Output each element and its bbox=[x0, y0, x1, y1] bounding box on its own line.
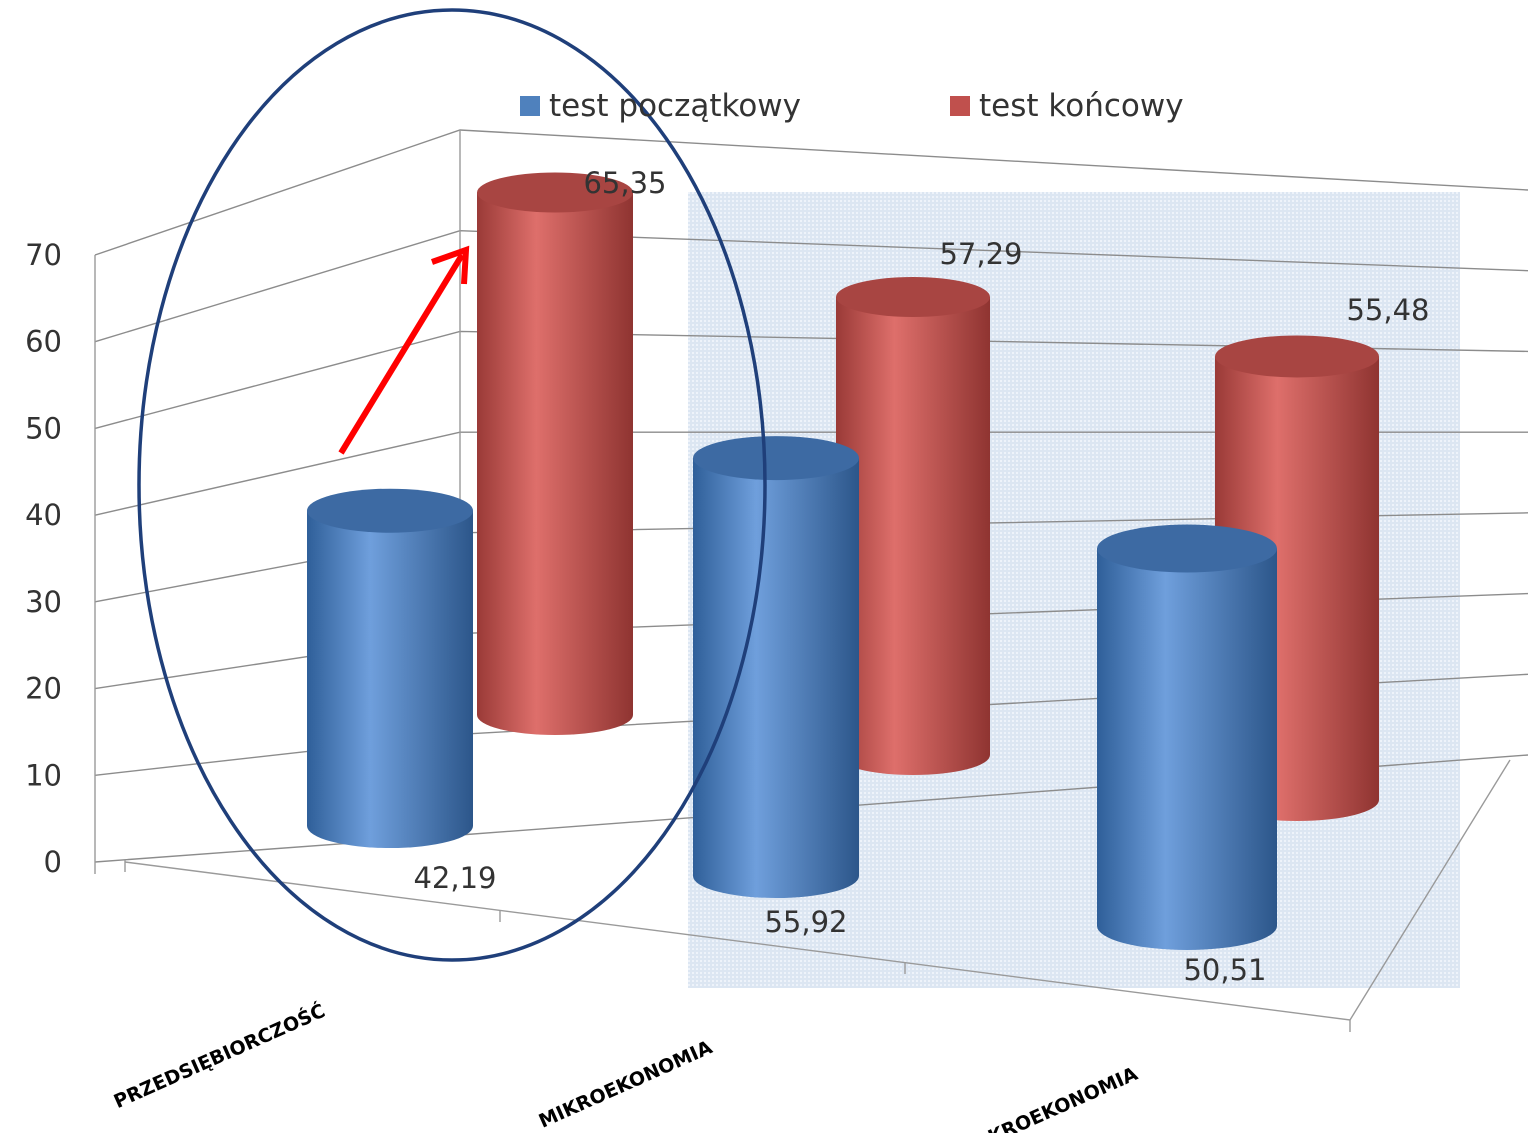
bar-red bbox=[836, 276, 990, 775]
y-tick-label: 40 bbox=[25, 498, 62, 532]
bar-blue bbox=[1097, 524, 1277, 950]
bar-body bbox=[307, 510, 473, 848]
y-tick-label: 50 bbox=[25, 411, 62, 445]
bar-red bbox=[477, 172, 633, 736]
bar-top bbox=[1215, 335, 1379, 378]
arrow-shaft bbox=[338, 253, 465, 455]
bar-top bbox=[477, 172, 633, 213]
bar-top bbox=[836, 276, 990, 317]
y-tick-label: 0 bbox=[44, 845, 62, 879]
data-label: 55,92 bbox=[764, 905, 847, 939]
y-tick-label: 60 bbox=[25, 325, 62, 359]
bar-blue bbox=[693, 436, 859, 898]
category-label: PRZEDSIĘBIORCZOŚĆ bbox=[110, 998, 329, 1113]
legend-label: test początkowy bbox=[549, 88, 801, 124]
legend-item: test początkowy bbox=[520, 88, 801, 124]
y-tick-label: 10 bbox=[25, 758, 62, 792]
category-label: MIKROEKONOMIA bbox=[536, 1036, 716, 1132]
y-tick-label: 70 bbox=[25, 238, 62, 272]
bar-top bbox=[1097, 524, 1277, 573]
bar-top bbox=[693, 436, 859, 481]
bar-body bbox=[1097, 548, 1277, 950]
data-label: 65,35 bbox=[583, 166, 666, 200]
legend-swatch bbox=[520, 96, 540, 116]
y-tick-label: 20 bbox=[25, 672, 62, 706]
data-label: 55,48 bbox=[1346, 293, 1429, 327]
arrow-head bbox=[431, 245, 470, 285]
bar-body bbox=[477, 192, 633, 736]
bar-body bbox=[693, 458, 859, 898]
bar-top bbox=[307, 488, 473, 533]
y-tick-label: 30 bbox=[25, 585, 62, 619]
data-label: 50,51 bbox=[1183, 953, 1266, 987]
legend-item: test końcowy bbox=[950, 88, 1184, 124]
legend-label: test końcowy bbox=[979, 88, 1184, 124]
category-label: MAKROEKONOMIA bbox=[954, 1063, 1141, 1133]
legend-swatch bbox=[950, 96, 970, 116]
highlight-ellipse bbox=[137, 8, 767, 962]
data-label: 42,19 bbox=[413, 861, 496, 895]
bar-body bbox=[836, 296, 990, 775]
data-label: 57,29 bbox=[939, 237, 1022, 271]
bar-blue bbox=[307, 488, 473, 848]
